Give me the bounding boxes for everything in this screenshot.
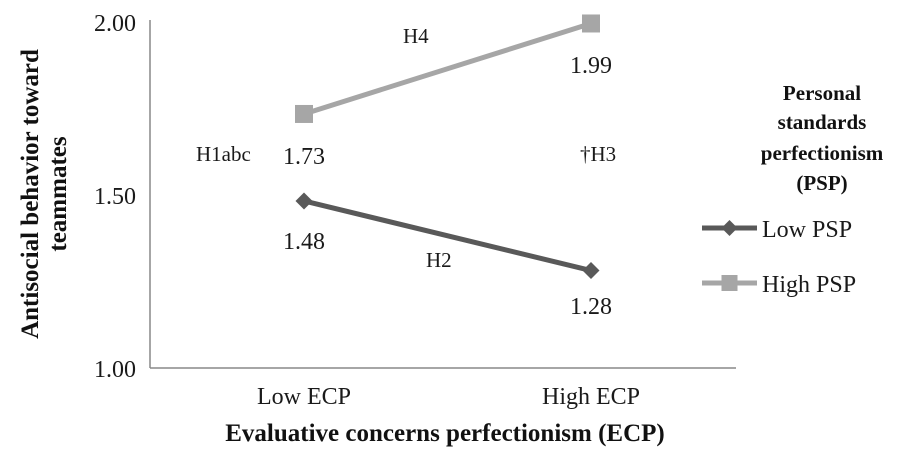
data-point-high-psp-low-ecp	[295, 105, 313, 123]
annotation-h4: H4	[403, 24, 429, 48]
series-layer	[295, 14, 600, 279]
legend: Personal standards perfectionism (PSP) L…	[702, 81, 884, 298]
annotation-h2: H2	[426, 248, 452, 272]
data-label-low-psp-low-ecp: 1.48	[283, 229, 325, 255]
y-axis-title-line2: teammates	[45, 136, 72, 251]
y-axis-title: Antisocial behavior toward	[17, 49, 44, 339]
legend-title-line-4: (PSP)	[796, 171, 847, 195]
data-point-high-psp-high-ecp	[582, 14, 600, 32]
data-point-low-psp-high-ecp	[583, 262, 600, 279]
y-tick-label-1-50: 1.50	[94, 184, 136, 210]
data-label-high-psp-high-ecp: 1.99	[570, 53, 612, 79]
x-tick-label-high-ecp: High ECP	[542, 384, 640, 410]
y-tick-label-2-00: 2.00	[94, 11, 136, 37]
legend-title-line-1: Personal	[783, 81, 861, 105]
y-tick-label-1-00: 1.00	[94, 357, 136, 383]
legend-swatch-marker-high-psp	[722, 275, 738, 291]
legend-swatch-marker-low-psp	[722, 220, 738, 236]
legend-label-low-psp: Low PSP	[762, 217, 852, 243]
data-label-high-psp-low-ecp: 1.73	[283, 144, 325, 170]
legend-entry-low-psp: Low PSP	[702, 217, 852, 243]
x-axis-title: Evaluative concerns perfectionism (ECP)	[225, 420, 665, 447]
legend-label-high-psp: High PSP	[762, 272, 856, 298]
x-tick-label-low-ecp: Low ECP	[257, 384, 351, 410]
legend-title-line-3: perfectionism	[761, 141, 884, 165]
annotation-h1abc: H1abc	[196, 142, 251, 166]
legend-entry-high-psp: High PSP	[702, 272, 856, 298]
data-label-low-psp-high-ecp: 1.28	[570, 294, 612, 320]
data-point-low-psp-low-ecp	[296, 192, 313, 209]
legend-title-line-2: standards	[778, 110, 867, 134]
series-line-high-psp	[304, 23, 591, 113]
annotation-h3: †H3	[580, 142, 616, 166]
